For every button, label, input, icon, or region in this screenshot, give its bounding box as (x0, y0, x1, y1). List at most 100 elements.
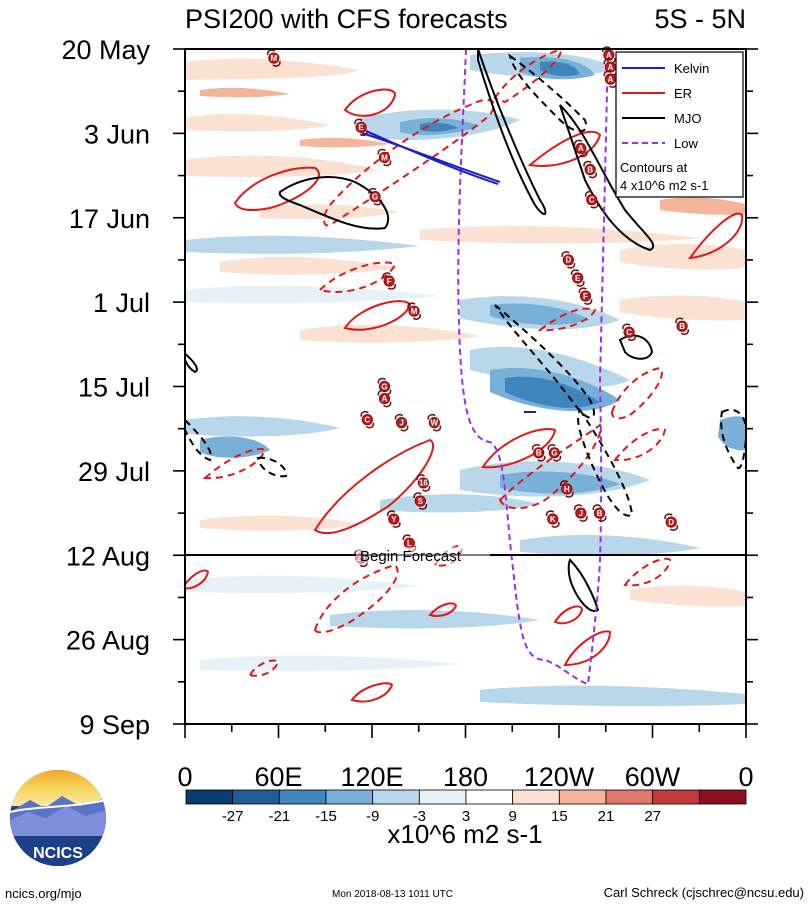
er-contour (185, 569, 210, 590)
shade-pos (200, 87, 290, 98)
tc-label: M (270, 54, 277, 63)
colorbar-label: 21 (598, 808, 615, 825)
tc-marker: A (377, 389, 392, 408)
tc-label: A (578, 144, 584, 153)
tc-arm (576, 280, 585, 287)
colorbar-label: -21 (268, 808, 290, 825)
tc-dot (361, 414, 373, 426)
er-contour (350, 682, 394, 703)
chart-title: PSI200 with CFS forecasts (185, 4, 508, 34)
tc-label: M (381, 153, 388, 162)
tc-arm (416, 474, 425, 481)
er-contour-dashed (313, 563, 399, 634)
tc-label: M (411, 307, 418, 316)
tc-dot (579, 290, 592, 302)
shade-neg (420, 122, 458, 132)
tc-marker: E (354, 118, 368, 137)
colorbar-cell (418, 789, 467, 805)
shade-neg (500, 471, 620, 494)
shade-neg (718, 416, 746, 451)
tc-label: C (589, 195, 595, 204)
tc-arm (382, 272, 391, 279)
shade-pos (660, 197, 746, 215)
tc-label: Y (391, 515, 397, 524)
tc-arm (602, 46, 611, 53)
tc-arm (552, 455, 562, 462)
shade-neg (185, 285, 440, 304)
tc-label: G (551, 449, 557, 458)
kelvin-contour (361, 132, 501, 183)
shade-neg (480, 685, 746, 707)
tc-marker: G (547, 444, 562, 462)
tc-arm (412, 314, 421, 320)
tc-dot (676, 320, 688, 332)
tc-label: B (587, 165, 593, 174)
colorbar-label: 27 (644, 808, 661, 825)
er-contour (343, 300, 412, 331)
forecast-label: Begin Forecast (360, 548, 462, 565)
legend-mjo: MJO (674, 111, 701, 126)
mjo-contour-dashed (720, 408, 746, 469)
tc-marker: A (573, 139, 588, 158)
tc-arm (432, 425, 442, 432)
tc-arm (383, 401, 392, 408)
tc-arm (584, 190, 594, 197)
tc-marker: F (382, 272, 396, 290)
er-contour-dashed (498, 423, 602, 510)
tc-marker: M (377, 148, 392, 167)
colorbar-cell (325, 789, 374, 805)
tc-marker: D (664, 513, 679, 531)
shade-pos (260, 204, 400, 220)
tc-arm (583, 160, 592, 167)
tc-label: W (431, 418, 439, 427)
low-contour (457, 49, 609, 686)
y-tick-label: 26 Aug (66, 626, 150, 656)
er-contour (233, 166, 320, 212)
tc-dot (561, 483, 573, 495)
shade-neg (540, 61, 580, 77)
tc-marker: B (531, 444, 546, 462)
y-tick-label: 1 Jul (93, 288, 150, 318)
tc-label: 16 (419, 479, 428, 488)
er-contour-dashed (248, 659, 280, 677)
mjo-contour (567, 558, 600, 612)
y-tick-label: 20 May (61, 35, 150, 65)
colorbar-units: x10^6 m2 s-1 (387, 819, 542, 849)
ncics-logo: NCICS (10, 770, 106, 866)
x-tick-label: 0 (177, 762, 192, 792)
y-tick-label: 3 Jun (84, 119, 150, 149)
legend-low: Low (674, 136, 698, 151)
tc-arm (394, 413, 404, 420)
colorbar-cell (232, 789, 280, 805)
colorbar-cell (185, 789, 234, 805)
tc-marker: K (545, 510, 560, 528)
legend-note-1: Contours at (620, 160, 688, 175)
legend: Kelvin ER MJO Low Contours at 4 x10^6 m2… (615, 51, 744, 198)
svg-text:NCICS: NCICS (33, 845, 83, 862)
tc-arm (603, 70, 612, 77)
shade-neg (520, 534, 700, 556)
colorbar-label: 9 (508, 808, 516, 825)
tc-arm (598, 515, 607, 522)
tc-arm (531, 444, 541, 450)
tc-label: E (575, 274, 581, 283)
colorbar-cell (605, 789, 654, 805)
tc-arm (579, 515, 588, 522)
shade-pos (630, 585, 746, 607)
tc-arm (627, 335, 636, 341)
tc-label: D (668, 518, 674, 527)
tc-arm (669, 524, 679, 531)
mjo-contour-dashed (494, 304, 595, 419)
tc-dot (562, 254, 574, 266)
tc-arm (377, 148, 386, 155)
er-contour-dashed (537, 307, 597, 332)
x-tick-label: 0 (738, 762, 753, 792)
tc-arm (427, 413, 436, 420)
tc-arm (675, 317, 684, 324)
tc-label: D (565, 256, 571, 265)
tc-dot (383, 275, 395, 287)
tc-dot (575, 142, 587, 155)
colorbar: -27 -21 -15 -9 -3 3 9 15 21 27 (185, 789, 747, 825)
tc-dot (593, 507, 606, 519)
